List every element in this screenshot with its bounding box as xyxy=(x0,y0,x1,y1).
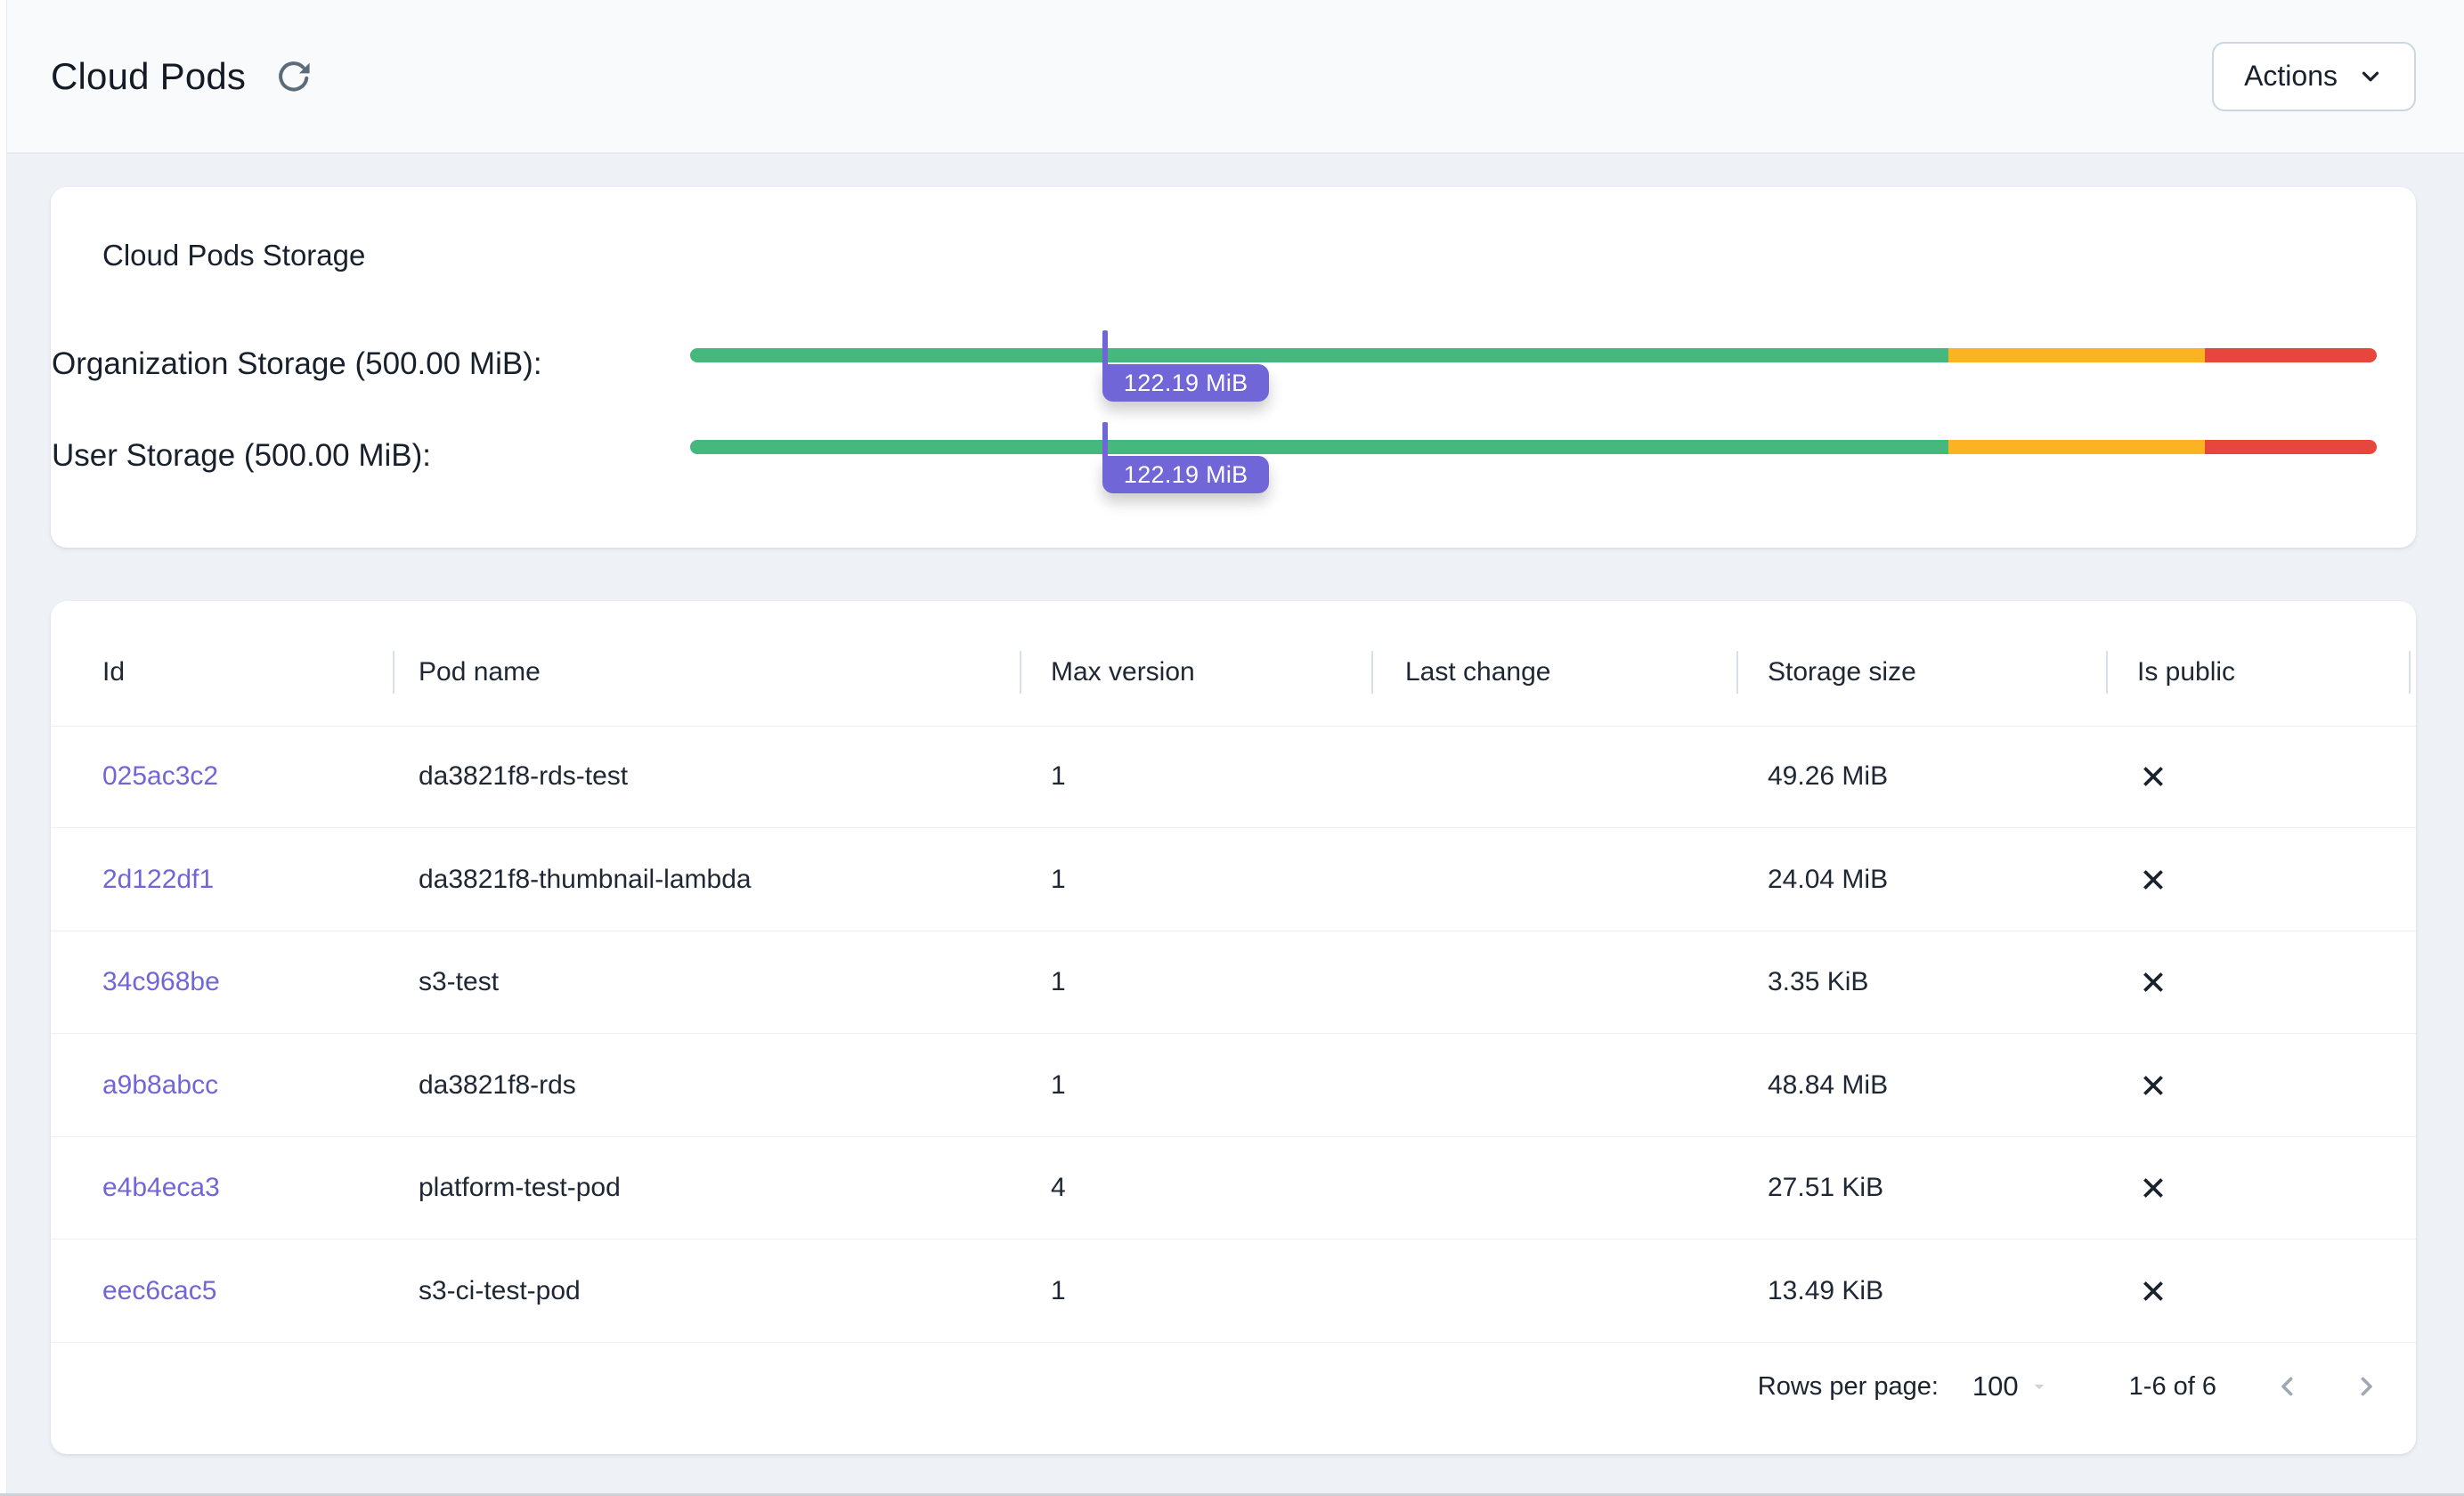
user-storage-gauge: 122.19 MiB xyxy=(690,422,2377,529)
table-row: a9b8abcc da3821f8-rds 1 48.84 MiB xyxy=(51,1035,2416,1137)
table-row: 025ac3c2 da3821f8-rds-test 1 49.26 MiB xyxy=(51,726,2416,828)
pod-id-link[interactable]: eec6cac5 xyxy=(102,1276,217,1305)
user-usage-marker xyxy=(1102,422,1108,461)
max-version-cell: 1 xyxy=(1051,865,1066,894)
pod-id-link[interactable]: 34c968be xyxy=(102,967,220,996)
window-left-edge xyxy=(0,0,7,1496)
max-version-cell: 1 xyxy=(1051,1070,1066,1100)
actions-button-label: Actions xyxy=(2244,60,2338,92)
rows-per-page-select[interactable]: 100 xyxy=(1972,1370,2051,1402)
column-header-is-public[interactable]: Is public xyxy=(2137,637,2235,708)
caret-down-icon xyxy=(2028,1375,2051,1398)
gauge-red-segment xyxy=(2204,440,2377,454)
max-version-cell: 1 xyxy=(1051,967,1066,996)
column-separator xyxy=(2106,651,2108,694)
not-public-cross-icon xyxy=(2137,931,2169,1033)
cloud-pods-table-card: Id Pod name Max version Last change Stor… xyxy=(51,601,2416,1454)
rows-per-page-label: Rows per page: xyxy=(1757,1371,1939,1401)
column-header-max-version[interactable]: Max version xyxy=(1051,637,1195,708)
column-separator xyxy=(2409,651,2411,694)
not-public-cross-icon xyxy=(2137,1240,2169,1342)
column-separator xyxy=(1020,651,1021,694)
table-row: 34c968be s3-test 1 3.35 KiB xyxy=(51,931,2416,1034)
gauge-amber-segment xyxy=(1948,348,2205,362)
org-storage-bar xyxy=(690,348,2377,362)
not-public-cross-icon xyxy=(2137,829,2169,931)
chevron-right-icon xyxy=(2351,1371,2381,1402)
storage-size-cell: 48.84 MiB xyxy=(1768,1070,1889,1100)
not-public-cross-icon xyxy=(2137,726,2169,827)
rows-per-page-value: 100 xyxy=(1972,1370,2019,1402)
column-header-id[interactable]: Id xyxy=(102,637,125,708)
pod-name-cell: platform-test-pod xyxy=(419,1173,621,1202)
org-usage-marker xyxy=(1102,330,1108,370)
pod-name-cell: s3-ci-test-pod xyxy=(419,1276,581,1305)
org-storage-gauge: 122.19 MiB xyxy=(690,330,2377,437)
storage-size-cell: 13.49 KiB xyxy=(1768,1276,1884,1305)
storage-size-cell: 24.04 MiB xyxy=(1768,865,1889,894)
header-divider xyxy=(51,726,2416,727)
column-separator xyxy=(1371,651,1373,694)
user-storage-bar xyxy=(690,440,2377,454)
storage-card-title: Cloud Pods Storage xyxy=(102,239,366,272)
actions-button[interactable]: Actions xyxy=(2212,41,2416,111)
storage-size-cell: 27.51 KiB xyxy=(1768,1173,1884,1202)
page-header: Cloud Pods Actions xyxy=(0,0,2464,154)
user-storage-label: User Storage (500.00 MiB): xyxy=(52,438,432,473)
column-header-pod-name[interactable]: Pod name xyxy=(419,637,541,708)
max-version-cell: 1 xyxy=(1051,1276,1066,1305)
chevron-down-icon xyxy=(2357,63,2384,90)
max-version-cell: 4 xyxy=(1051,1173,1066,1202)
gauge-red-segment xyxy=(2204,348,2377,362)
column-header-last-change[interactable]: Last change xyxy=(1405,637,1550,708)
pod-name-cell: da3821f8-rds-test xyxy=(419,761,629,791)
max-version-cell: 1 xyxy=(1051,761,1066,791)
pod-id-link[interactable]: e4b4eca3 xyxy=(102,1173,220,1202)
pod-name-cell: da3821f8-rds xyxy=(419,1070,576,1100)
column-separator xyxy=(1736,651,1738,694)
pod-id-link[interactable]: a9b8abcc xyxy=(102,1070,219,1100)
user-usage-value-badge: 122.19 MiB xyxy=(1102,456,1270,493)
column-separator xyxy=(393,651,394,694)
pod-name-cell: da3821f8-thumbnail-lambda xyxy=(419,865,752,894)
pod-id-link[interactable]: 025ac3c2 xyxy=(102,761,219,791)
gauge-green-segment xyxy=(690,348,1948,362)
not-public-cross-icon xyxy=(2137,1137,2169,1239)
window-bottom-edge xyxy=(0,1493,2464,1496)
table-row: e4b4eca3 platform-test-pod 4 27.51 KiB xyxy=(51,1137,2416,1240)
not-public-cross-icon xyxy=(2137,1035,2169,1136)
column-header-storage-size[interactable]: Storage size xyxy=(1768,637,1916,708)
pagination-range-label: 1-6 of 6 xyxy=(2128,1371,2216,1401)
pod-id-link[interactable]: 2d122df1 xyxy=(102,865,215,894)
chevron-left-icon xyxy=(2273,1371,2303,1402)
table-row: eec6cac5 s3-ci-test-pod 1 13.49 KiB xyxy=(51,1240,2416,1343)
refresh-icon xyxy=(274,57,313,96)
table-row: 2d122df1 da3821f8-thumbnail-lambda 1 24.… xyxy=(51,829,2416,931)
refresh-button[interactable] xyxy=(271,53,317,100)
gauge-amber-segment xyxy=(1948,440,2205,454)
table-pagination: Rows per page: 100 1-6 of 6 xyxy=(1758,1360,2387,1413)
org-usage-value: 122.19 MiB xyxy=(1123,369,1248,396)
storage-size-cell: 49.26 MiB xyxy=(1768,761,1889,791)
next-page-button[interactable] xyxy=(2345,1365,2387,1408)
pod-name-cell: s3-test xyxy=(419,967,500,996)
org-usage-value-badge: 122.19 MiB xyxy=(1102,364,1270,402)
user-usage-value: 122.19 MiB xyxy=(1123,460,1248,488)
gauge-green-segment xyxy=(690,440,1948,454)
storage-size-cell: 3.35 KiB xyxy=(1768,967,1869,996)
org-storage-label: Organization Storage (500.00 MiB): xyxy=(52,346,542,381)
page-title: Cloud Pods xyxy=(51,54,247,97)
previous-page-button[interactable] xyxy=(2266,1365,2309,1408)
